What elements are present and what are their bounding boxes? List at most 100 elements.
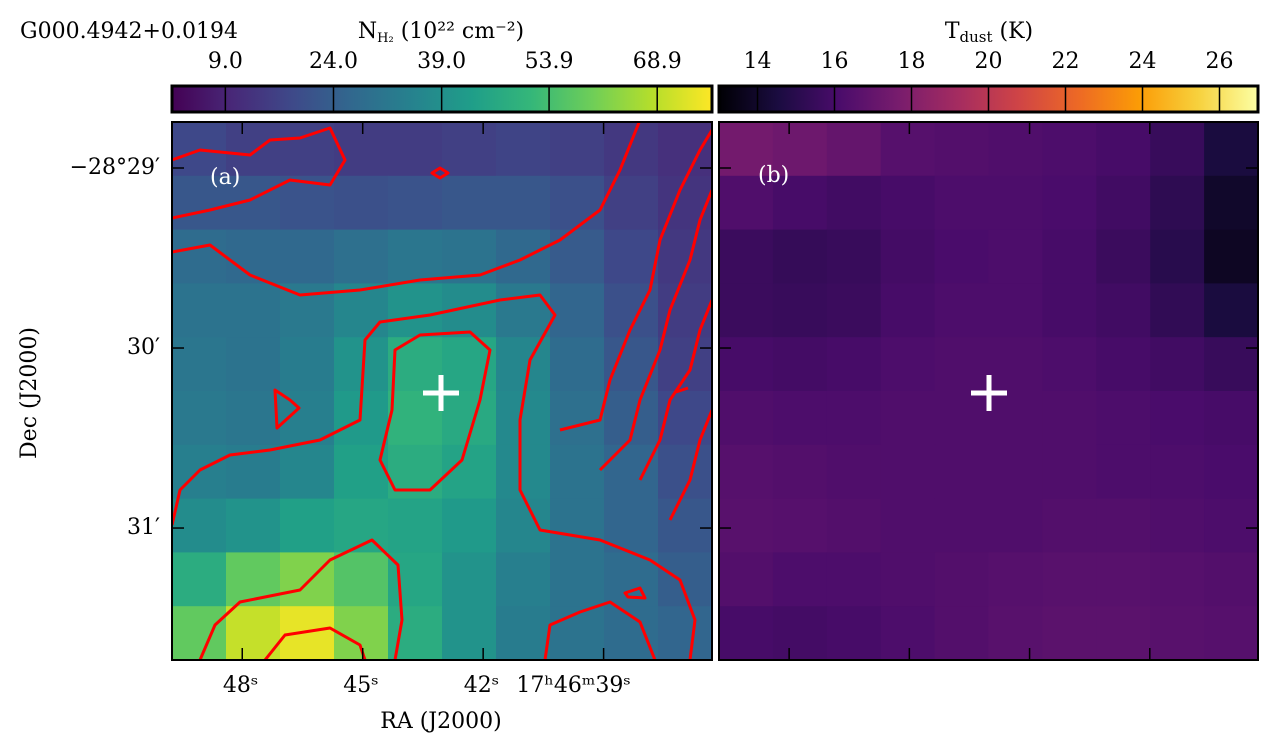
heatmap-cell <box>334 175 389 231</box>
heatmap-cell <box>1204 391 1259 446</box>
heatmap-cell <box>550 552 605 607</box>
heatmap-cell <box>1042 552 1097 607</box>
heatmap-cell <box>388 283 443 338</box>
heatmap-cell <box>1096 391 1151 446</box>
heatmap-cell <box>772 391 828 446</box>
panel-frame <box>718 121 1259 661</box>
heatmap-cell <box>172 391 227 446</box>
heatmap-cell <box>934 552 989 607</box>
heatmap-cell <box>772 552 828 607</box>
heatmap-cell <box>388 552 443 607</box>
colorbar-tick-label: 20 <box>975 49 1003 74</box>
heatmap-cell <box>826 552 882 607</box>
heatmap-cell <box>334 552 389 607</box>
heatmap-cell <box>1042 337 1097 392</box>
heatmap-cell <box>172 283 227 338</box>
heatmap-cell <box>772 337 828 392</box>
heatmap-cell <box>934 229 989 284</box>
heatmap-cell <box>658 552 713 607</box>
heatmap-cell <box>826 229 882 284</box>
heatmap-cell <box>1150 444 1205 500</box>
heatmap-cell <box>826 283 882 338</box>
x-tick-label: 42ˢ <box>464 673 499 698</box>
heatmap-cell <box>226 337 281 392</box>
heatmap-cell <box>1096 606 1151 661</box>
heatmap-cell <box>880 444 936 500</box>
heatmap-cell <box>172 498 227 553</box>
heatmap-cell <box>719 552 774 607</box>
heatmap-cell <box>934 498 989 553</box>
heatmap-cell <box>1042 283 1097 338</box>
colorbar-label: NH₂ (10²² cm⁻²) <box>358 19 524 46</box>
heatmap-cell <box>658 122 713 177</box>
heatmap-cell <box>1042 606 1097 661</box>
heatmap-cell <box>658 337 713 392</box>
heatmap-cell <box>988 498 1043 553</box>
heatmap-cell <box>772 175 828 231</box>
heatmap-cell <box>658 606 713 661</box>
heatmap-cell <box>604 606 659 661</box>
heatmap-cell <box>1096 337 1151 392</box>
y-tick-label: −28°29′ <box>70 155 160 180</box>
heatmap-cell <box>719 337 774 392</box>
heatmap-cell <box>172 337 227 392</box>
panel-label: (a) <box>210 165 240 190</box>
heatmap-cell <box>719 175 774 231</box>
heatmap-cell <box>280 498 335 553</box>
heatmap-cell <box>772 606 828 661</box>
heatmap-cell <box>826 498 882 553</box>
heatmap-cell <box>226 391 281 446</box>
heatmap-cell <box>1150 283 1205 338</box>
heatmap-cell <box>1096 552 1151 607</box>
heatmap-cell <box>388 337 443 392</box>
panel-frame <box>171 121 713 661</box>
heatmap-cell <box>388 175 443 231</box>
heatmap-cell <box>934 337 989 392</box>
heatmap-cell <box>550 337 605 392</box>
heatmap-cell <box>388 122 443 177</box>
heatmap-cell <box>550 444 605 500</box>
heatmap-cell <box>772 229 828 284</box>
heatmap-cell <box>658 498 713 553</box>
heatmap-cell <box>280 229 335 284</box>
x-tick-label: 45ˢ <box>343 673 378 698</box>
heatmap-cell <box>826 337 882 392</box>
colorbar-tick-label: 18 <box>898 49 926 74</box>
heatmap-cell <box>1204 283 1259 338</box>
heatmap-cell <box>719 229 774 284</box>
heatmap-cell <box>719 283 774 338</box>
heatmap-cell <box>1042 175 1097 231</box>
heatmap-cell <box>934 283 989 338</box>
heatmap-cell <box>880 283 936 338</box>
colorbar-tick-label: 24 <box>1129 49 1157 74</box>
heatmap-cell <box>1150 337 1205 392</box>
heatmap-cell <box>442 498 497 553</box>
heatmap-cell <box>496 337 551 392</box>
heatmap-cell <box>496 444 551 500</box>
heatmap-cell <box>1096 229 1151 284</box>
heatmap-cell <box>1204 122 1259 177</box>
heatmap-cell <box>988 283 1043 338</box>
heatmap-cell <box>172 552 227 607</box>
heatmap-cell <box>719 606 774 661</box>
heatmap-cell <box>550 175 605 231</box>
heatmap-cell <box>226 122 281 177</box>
heatmap-cell <box>172 606 227 661</box>
heatmap-cell <box>1042 391 1097 446</box>
heatmap-cell <box>880 391 936 446</box>
heatmap-cell <box>934 606 989 661</box>
y-tick-label: 31′ <box>127 515 160 540</box>
heatmap-cell <box>334 229 389 284</box>
heatmap-cell <box>442 552 497 607</box>
heatmap-cell <box>550 498 605 553</box>
heatmap-cell <box>1042 229 1097 284</box>
heatmap-cell <box>1042 444 1097 500</box>
heatmap-cell <box>1204 444 1259 500</box>
heatmap-cell <box>988 229 1043 284</box>
heatmap-cell <box>388 391 443 446</box>
heatmap-cell <box>719 444 774 500</box>
heatmap-cell <box>658 283 713 338</box>
colorbar-label: Tdust (K) <box>945 19 1033 46</box>
heatmap-cell <box>604 122 659 177</box>
